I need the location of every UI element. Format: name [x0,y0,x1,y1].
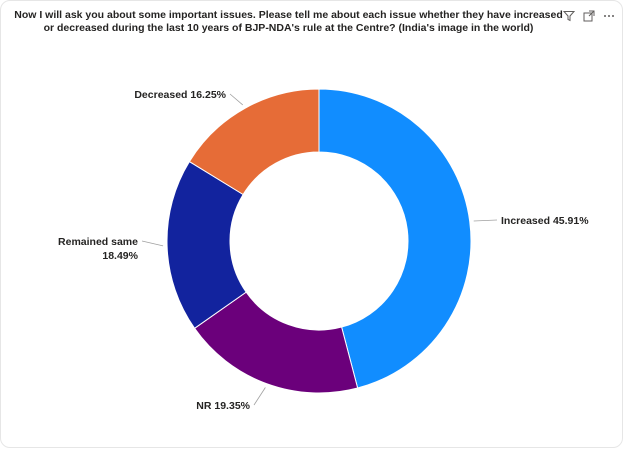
data-label-remained-same: Remained same 18.49% [58,236,139,262]
visual-header-toolbar [562,9,616,23]
chart-title: Now I will ask you about some important … [14,9,563,34]
data-label-increased: Increased 45.91% [501,215,589,227]
more-options-icon[interactable] [602,9,616,23]
data-label-decreased: Decreased 16.25% [134,89,226,101]
filter-icon[interactable] [562,9,576,23]
leader-line-nr [253,387,266,406]
data-label-nr: NR 19.35% [196,400,250,412]
leader-line-increased [473,219,498,222]
focus-mode-icon[interactable] [582,9,596,23]
leader-line-decreased [229,93,244,106]
slice-decreased[interactable] [188,88,320,196]
slice-increased[interactable] [318,88,472,389]
leader-line-remained-same [141,240,164,247]
